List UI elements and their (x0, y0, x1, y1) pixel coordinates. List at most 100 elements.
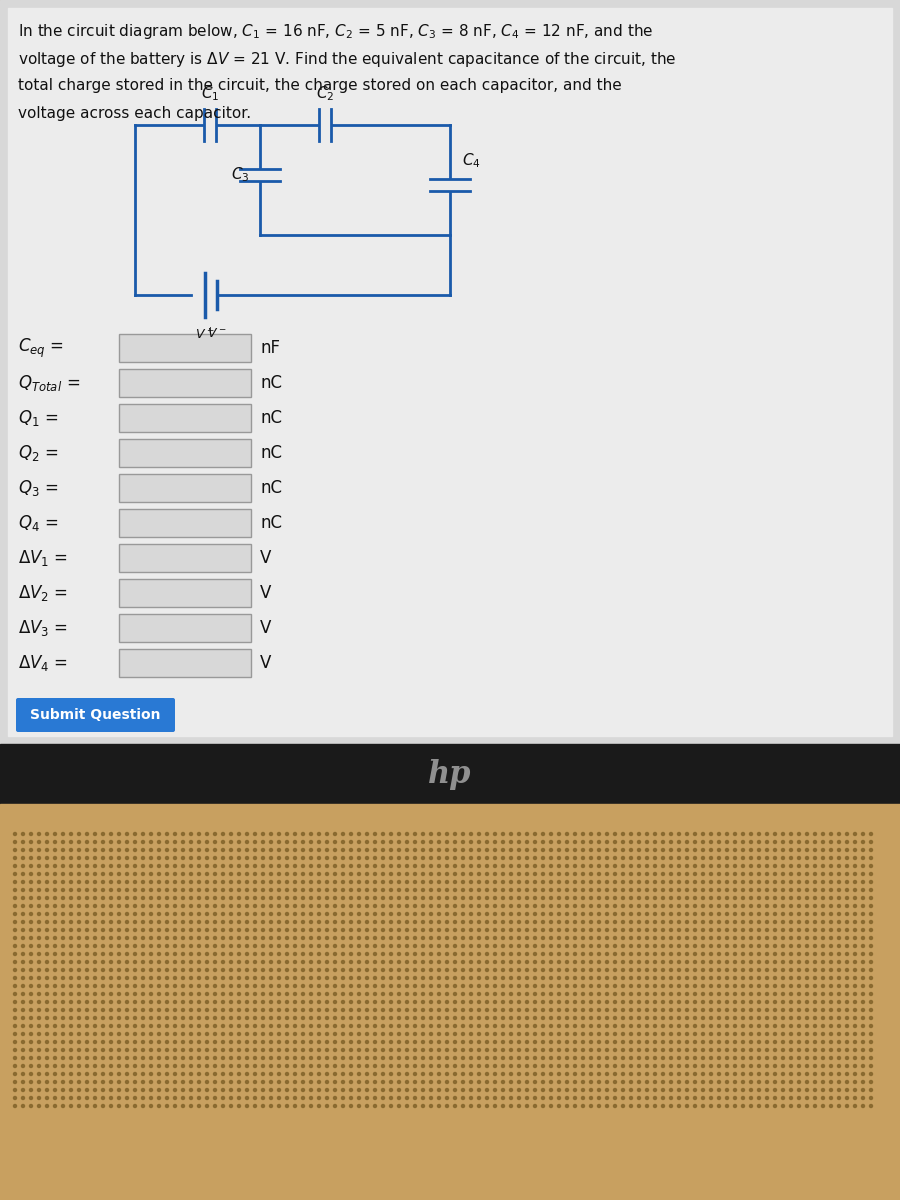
Circle shape (565, 944, 569, 948)
Circle shape (797, 881, 800, 883)
Circle shape (149, 905, 152, 907)
Circle shape (406, 953, 409, 955)
Circle shape (830, 953, 833, 955)
Circle shape (670, 1049, 672, 1051)
Circle shape (678, 953, 680, 955)
Circle shape (269, 944, 273, 948)
Circle shape (462, 992, 464, 996)
Circle shape (454, 864, 456, 868)
Circle shape (421, 848, 425, 852)
Circle shape (205, 1008, 209, 1012)
Circle shape (678, 881, 680, 883)
Circle shape (557, 872, 561, 876)
Circle shape (190, 864, 193, 868)
Circle shape (197, 992, 201, 996)
Circle shape (406, 872, 409, 876)
Circle shape (230, 968, 232, 972)
Circle shape (110, 929, 112, 931)
Circle shape (845, 1080, 849, 1084)
Circle shape (773, 840, 777, 844)
Circle shape (550, 977, 553, 979)
Circle shape (46, 1001, 49, 1003)
Circle shape (310, 1016, 312, 1020)
Circle shape (742, 992, 744, 996)
Circle shape (534, 1088, 536, 1092)
Circle shape (861, 888, 865, 892)
Circle shape (573, 1049, 577, 1051)
Circle shape (750, 857, 752, 859)
Circle shape (534, 977, 536, 979)
Circle shape (349, 953, 353, 955)
Circle shape (781, 1001, 785, 1003)
Circle shape (446, 1104, 448, 1108)
Circle shape (565, 1080, 569, 1084)
Circle shape (205, 1104, 209, 1108)
Bar (0, 804, 900, 1200)
Circle shape (22, 888, 24, 892)
Circle shape (797, 1049, 800, 1051)
Circle shape (773, 848, 777, 852)
Circle shape (390, 992, 392, 996)
Circle shape (326, 881, 328, 883)
Circle shape (478, 944, 481, 948)
Circle shape (653, 1008, 656, 1012)
Circle shape (758, 977, 760, 979)
Circle shape (269, 912, 273, 916)
Circle shape (789, 984, 793, 988)
Circle shape (174, 1080, 176, 1084)
Circle shape (310, 1025, 312, 1027)
Circle shape (501, 857, 505, 859)
Circle shape (758, 1097, 760, 1099)
Circle shape (221, 953, 224, 955)
Circle shape (622, 960, 625, 964)
Circle shape (125, 1049, 129, 1051)
Circle shape (709, 1008, 713, 1012)
Circle shape (470, 992, 472, 996)
Circle shape (454, 977, 456, 979)
Circle shape (470, 888, 472, 892)
Circle shape (725, 1001, 728, 1003)
Circle shape (806, 872, 808, 876)
Circle shape (470, 1008, 472, 1012)
Circle shape (421, 1097, 425, 1099)
Circle shape (269, 1064, 273, 1068)
Circle shape (485, 953, 489, 955)
Circle shape (437, 833, 440, 835)
Circle shape (30, 936, 32, 940)
Circle shape (102, 905, 104, 907)
Circle shape (822, 1073, 824, 1075)
Circle shape (662, 1032, 664, 1036)
Circle shape (118, 977, 121, 979)
Circle shape (501, 881, 505, 883)
Circle shape (662, 1080, 664, 1084)
Circle shape (598, 905, 600, 907)
Circle shape (822, 872, 824, 876)
Circle shape (470, 1001, 472, 1003)
Circle shape (526, 1073, 528, 1075)
Circle shape (382, 864, 384, 868)
Circle shape (861, 864, 865, 868)
Circle shape (413, 1040, 417, 1044)
Circle shape (86, 1056, 88, 1060)
Circle shape (758, 840, 760, 844)
Circle shape (766, 984, 769, 988)
Circle shape (341, 944, 345, 948)
Circle shape (789, 1008, 793, 1012)
Circle shape (534, 992, 536, 996)
Circle shape (861, 1080, 865, 1084)
Circle shape (357, 1016, 361, 1020)
Circle shape (166, 936, 168, 940)
Circle shape (742, 1073, 744, 1075)
Circle shape (246, 929, 248, 931)
Circle shape (365, 905, 368, 907)
Circle shape (46, 1032, 49, 1036)
Circle shape (565, 929, 569, 931)
Circle shape (446, 929, 448, 931)
Circle shape (14, 896, 16, 900)
Circle shape (750, 1064, 752, 1068)
Circle shape (446, 1088, 448, 1092)
Circle shape (125, 929, 129, 931)
Circle shape (454, 960, 456, 964)
Circle shape (349, 848, 353, 852)
Circle shape (470, 953, 472, 955)
